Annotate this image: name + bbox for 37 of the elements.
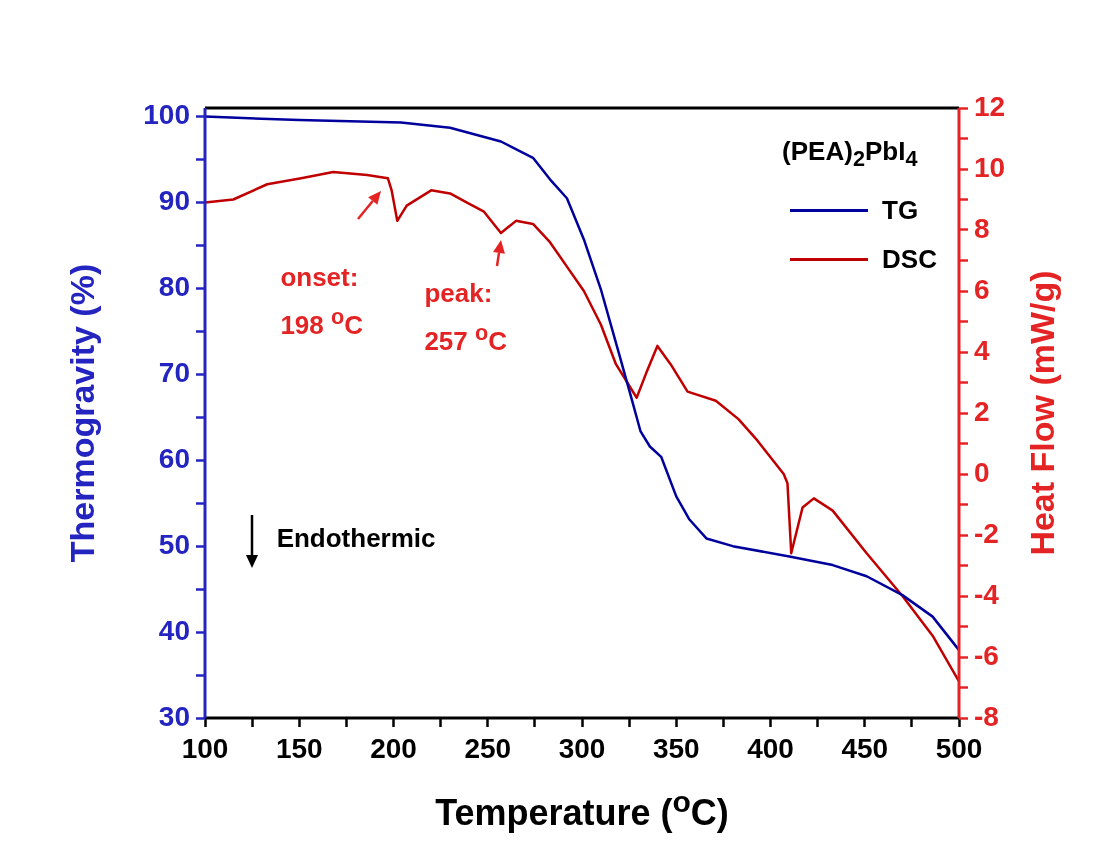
legend-label: TG [881,194,920,228]
y-tick-label: 40 [158,614,190,646]
y-tick-label: 60 [158,442,190,474]
y2-tick-label: 8 [974,212,990,244]
y2-tick-label: 4 [974,334,990,366]
y2-axis-title: Heat Flow (mW/g) [1022,270,1062,556]
annotation: onset: 198 $^{o}$C [280,261,364,343]
x-tick-label: 150 [275,732,323,764]
y-tick-label: 100 [143,99,190,131]
x-tick-label: 350 [652,732,700,764]
y-tick-label: 70 [158,357,190,389]
y2-tick-label: 10 [974,151,1006,183]
y2-tick-label: -8 [974,700,999,732]
y2-tick-label: 0 [974,456,990,488]
y-tick-label: 30 [158,700,190,732]
y-tick-label: 50 [158,528,190,560]
y2-tick-label: -2 [974,517,999,549]
annotation: peak: 257 $^{o}$C [424,276,508,358]
y-axis-title: Thermogravity (%) [62,263,102,563]
y2-tick-label: -6 [974,639,999,671]
annotation: Endothermic [276,521,436,555]
y-tick-label: 80 [158,271,190,303]
x-tick-label: 400 [747,732,794,764]
x-axis-title: Temperature ($^{o}$C) [435,785,729,834]
y2-tick-label: 6 [974,273,990,305]
y2-tick-label: 2 [974,395,990,427]
x-tick-label: 500 [935,732,983,764]
legend-label: DSC [881,243,937,277]
x-tick-label: 100 [181,732,229,764]
y-tick-label: 90 [158,185,190,217]
legend-title: (PEA)$_{2}$PbI$_{4}$ [782,136,919,173]
x-tick-label: 200 [370,732,417,764]
x-tick-label: 450 [841,732,889,764]
x-tick-label: 300 [558,732,606,764]
y2-tick-label: 12 [974,90,1006,122]
x-tick-label: 250 [464,732,512,764]
y2-tick-label: -4 [974,578,1000,610]
